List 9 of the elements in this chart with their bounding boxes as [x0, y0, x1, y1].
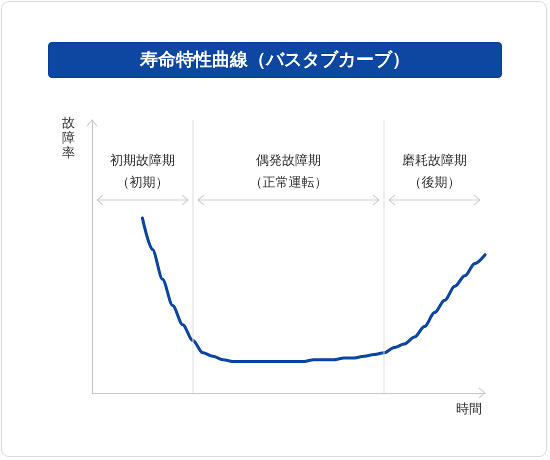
text: （後期）	[408, 176, 460, 190]
y-axis-title: 故障率	[62, 116, 75, 161]
x-axis-title: 時間	[456, 402, 482, 417]
text: 偶発故障期	[256, 154, 321, 168]
text: 初期故障期	[110, 154, 175, 168]
text: 磨耗故障期	[402, 154, 467, 168]
text: （初期）	[116, 176, 168, 190]
text: （正常運転）	[250, 176, 328, 190]
chart-title: 寿命特性曲線（バスタブカーブ）	[139, 50, 410, 70]
